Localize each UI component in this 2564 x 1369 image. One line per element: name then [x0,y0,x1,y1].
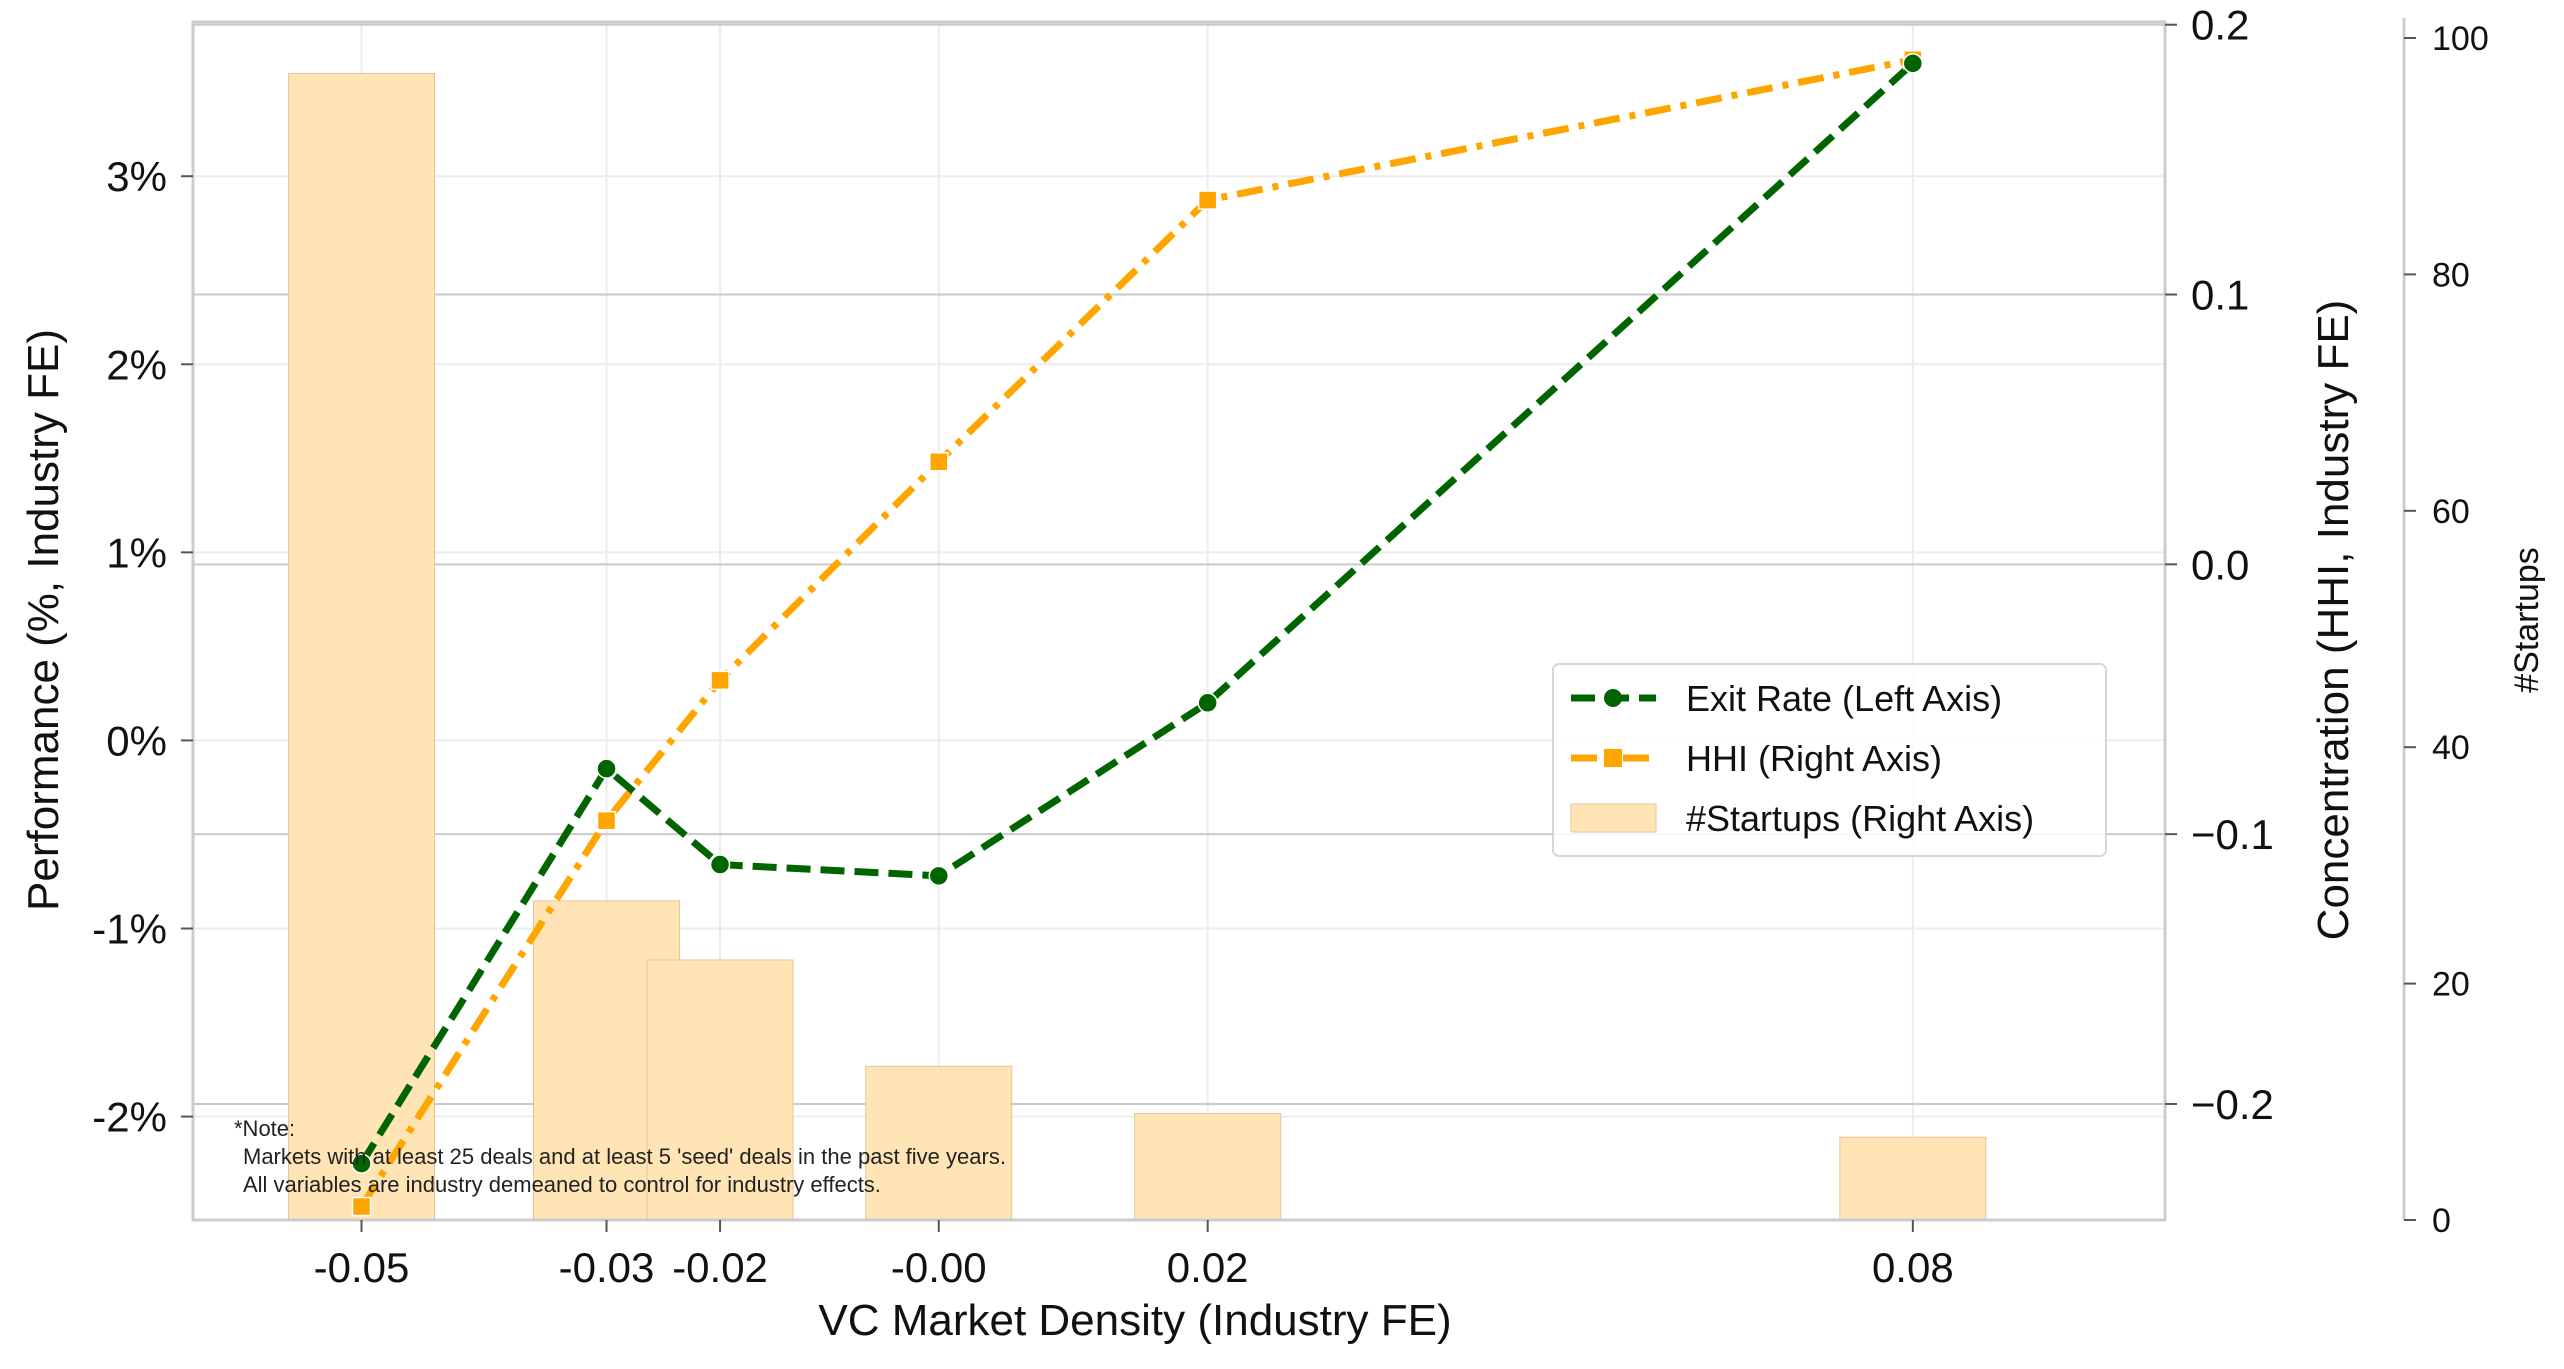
bar-startups-0 [288,72,436,1221]
right-tick-label-1: −0.1 [2191,811,2274,858]
legend-marker-exit-rate [1604,689,1622,707]
note-line-1: *Note: [234,1116,295,1141]
right2-tick-label-4: 80 [2432,256,2470,294]
point-hhi-3 [929,452,949,472]
point-hhi-4 [1197,190,1218,210]
legend-swatch-startups [1570,803,1657,833]
gridlines [193,22,2165,1220]
legend-label-exit-rate: Exit Rate (Left Axis) [1686,678,2002,719]
legend: Exit Rate (Left Axis) HHI (Right Axis) #St… [1552,663,2107,857]
x-tick-label-2: -0.02 [672,1244,768,1291]
point-hhi-0 [351,1196,372,1217]
right2-tick-label-5: 100 [2432,20,2489,58]
right2-tick-label-3: 60 [2432,493,2470,531]
note: *Note: Markets with at least 25 deals an… [234,1116,1006,1197]
point-exit-rate-4 [1197,692,1218,714]
right2-tick-label-1: 20 [2432,966,2470,1004]
right2-tick-label-2: 40 [2432,729,2470,767]
right-tick-label-4: 0.2 [2191,2,2249,49]
bar-startups-3 [865,1065,1013,1221]
x-tick-label-3: -0.00 [891,1244,987,1291]
point-exit-rate-1 [596,758,617,779]
x-tick-label-1: -0.03 [559,1244,655,1291]
right2-y-axis-label: #Startups [2508,547,2546,693]
point-exit-rate-5 [1902,53,1924,74]
legend-marker-hhi [1604,749,1622,767]
axes: -0.05 -0.03 -0.02 -0.00 0.02 0.08 -2% -1% 0% 1% 2%… [92,2,2488,1291]
point-hhi-2 [710,670,730,691]
right-tick-label-3: 0.1 [2191,272,2249,319]
series-lines [351,50,1924,1217]
right-y-axis-label: Concentration (HHI, Industry FE) [2309,300,2358,941]
series-line-exit-rate [358,60,1916,1166]
right-tick-label-0: −0.2 [2191,1081,2274,1128]
legend-box [1552,663,2107,857]
x-tick-label-5: 0.08 [1872,1244,1954,1291]
left-tick-label-4: 2% [106,341,167,388]
bar-startups-4 [1134,1113,1282,1221]
bar-startups-2 [646,959,794,1221]
point-exit-rate-2 [709,854,731,875]
point-exit-rate-0 [351,1153,372,1174]
note-line-2: Markets with at least 25 deals and at le… [243,1144,1006,1169]
point-hhi-1 [596,810,617,831]
bar-startups-5 [1839,1136,1987,1221]
left-y-axis-label: Performance (%, Industry FE) [19,329,68,911]
series-line-hhi [358,56,1914,1209]
right2-tick-label-0: 0 [2432,1202,2451,1240]
right-tick-label-2: 0.0 [2191,541,2249,588]
left-tick-label-1: -1% [92,905,167,952]
left-tick-label-3: 1% [106,529,167,576]
point-exit-rate-3 [928,865,950,887]
left-tick-label-2: 0% [106,717,167,764]
note-line-3: All variables are industry demeaned to c… [243,1172,881,1197]
legend-label-startups: #Startups (Right Axis) [1686,798,2034,839]
bars-startups [288,72,1987,1221]
x-axis-label: VC Market Density (Industry FE) [818,1296,1451,1345]
left-tick-label-0: -2% [92,1094,167,1141]
x-tick-label-4: 0.02 [1167,1244,1249,1291]
plot-frame [191,20,2167,1222]
x-tick-label-0: -0.05 [314,1244,410,1291]
legend-label-hhi: HHI (Right Axis) [1686,738,1942,779]
left-tick-label-5: 3% [106,153,167,200]
